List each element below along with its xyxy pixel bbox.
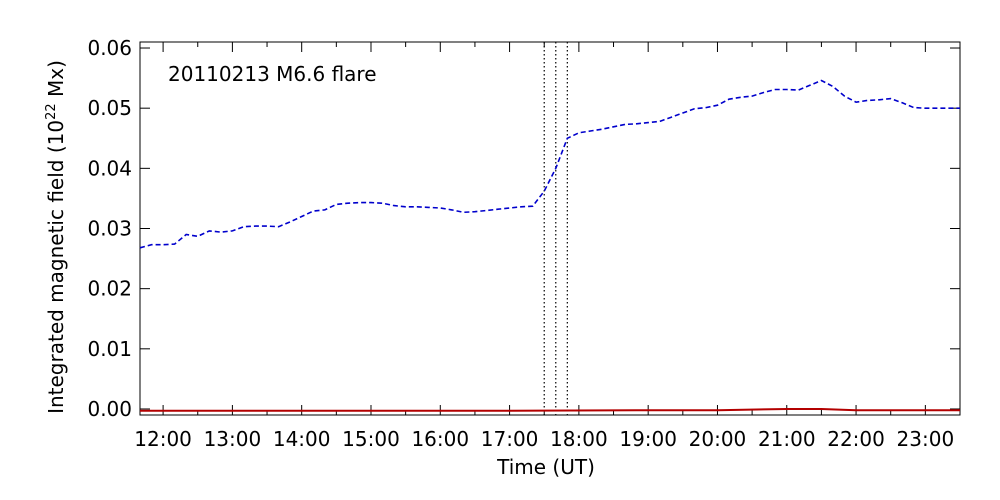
y-axis-title-unit: Mx) (44, 60, 68, 103)
x-tick-label: 12:00 (134, 427, 192, 451)
y-tick-label: 0.04 (87, 156, 132, 180)
y-tick-label: 0.00 (87, 397, 132, 421)
y-tick-label: 0.05 (87, 96, 132, 120)
y-tick-label: 0.06 (87, 36, 132, 60)
x-tick-label: 19:00 (619, 427, 677, 451)
x-tick-label: 17:00 (481, 427, 539, 451)
x-axis-title: Time (UT) (496, 455, 595, 479)
x-tick-label: 20:00 (689, 427, 747, 451)
x-axis: 12:00 13:00 14:00 15:00 16:00 17:00 18:00 19:00… (134, 42, 961, 451)
y-tick-label: 0.03 (87, 217, 132, 241)
vertical-markers (543, 42, 568, 415)
x-tick-label: 14:00 (273, 427, 331, 451)
y-tick-label: 0.01 (87, 337, 132, 361)
x-tick-label: 13:00 (204, 427, 262, 451)
x-tick-label: 16:00 (411, 427, 469, 451)
x-tick-label: 23:00 (897, 427, 955, 451)
x-tick-label: 22:00 (827, 427, 885, 451)
series-lines (139, 79, 960, 412)
y-axis-title-exponent: 22 (44, 103, 59, 120)
series-line-integrated-field (139, 79, 960, 249)
y-axis-title: Integrated magnetic field (1022 Mx) (44, 60, 68, 414)
x-tick-label: 21:00 (758, 427, 816, 451)
series-line-baseline (140, 408, 960, 412)
x-tick-label: 18:00 (550, 427, 608, 451)
x-tick-label: 15:00 (342, 427, 400, 451)
y-axis-title-main: Integrated magnetic field (10 (44, 120, 68, 414)
y-axis: 0.00 0.01 0.02 0.03 0.04 0.05 0.06 (87, 36, 960, 421)
plot-frame (139, 41, 961, 416)
chart-annotation: 20110213 M6.6 flare (168, 62, 377, 86)
y-tick-label: 0.02 (87, 277, 132, 301)
